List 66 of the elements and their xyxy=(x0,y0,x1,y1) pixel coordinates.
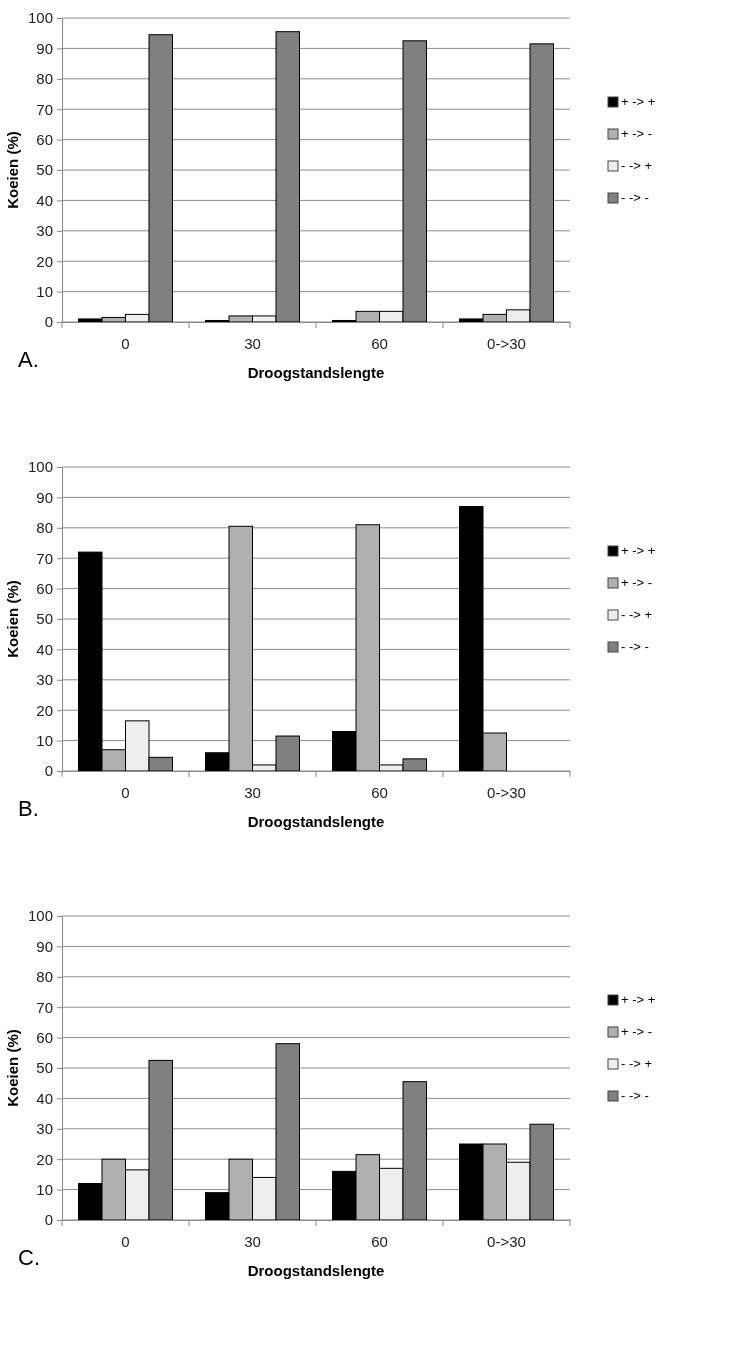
x-axis-title: Droogstandslengte xyxy=(247,364,385,381)
y-tick-label: 0 xyxy=(44,313,53,331)
legend-label: - -> - xyxy=(621,1088,649,1103)
legend-label: + -> + xyxy=(621,992,656,1007)
y-tick-label: 0 xyxy=(44,1211,53,1229)
y-tick-label: 100 xyxy=(27,458,53,476)
y-tick-label: 80 xyxy=(36,70,53,88)
y-tick-label: 70 xyxy=(36,549,53,567)
y-tick-label: 70 xyxy=(36,100,53,118)
x-tick-label: 60 xyxy=(371,334,388,352)
x-tick-label: 30 xyxy=(244,1232,261,1250)
y-tick-label: 50 xyxy=(36,610,53,628)
y-tick-label: 40 xyxy=(36,191,53,209)
y-tick-label: 20 xyxy=(36,252,53,270)
x-tick-label: 0->30 xyxy=(487,1232,526,1250)
y-tick-label: 0 xyxy=(44,762,53,780)
y-tick-label: 70 xyxy=(36,998,53,1016)
x-tick-label: 30 xyxy=(244,783,261,801)
y-tick-label: 80 xyxy=(36,968,53,986)
y-tick-label: 10 xyxy=(36,1180,53,1198)
x-tick-label: 0 xyxy=(121,783,130,801)
x-tick-label: 0->30 xyxy=(487,783,526,801)
y-tick-label: 40 xyxy=(36,640,53,658)
legend-label: + -> - xyxy=(621,126,653,141)
x-axis-title: Droogstandslengte xyxy=(247,813,385,830)
y-tick-label: 10 xyxy=(36,282,53,300)
y-tick-label: 40 xyxy=(36,1089,53,1107)
y-tick-label: 60 xyxy=(36,579,53,597)
text: B. xyxy=(18,796,39,821)
x-tick-label: 60 xyxy=(371,1232,388,1250)
y-tick-label: 10 xyxy=(36,731,53,749)
y-tick-label: 100 xyxy=(27,907,53,925)
legend-label: - -> - xyxy=(621,190,649,205)
y-tick-label: 30 xyxy=(36,671,53,689)
x-axis-title: Droogstandslengte xyxy=(247,1262,385,1279)
y-axis-title: Koeien (%) xyxy=(4,1029,21,1107)
x-tick-label: 60 xyxy=(371,783,388,801)
y-tick-label: 20 xyxy=(36,701,53,719)
legend-label: + -> - xyxy=(621,1024,653,1039)
legend-label: + -> - xyxy=(621,575,653,590)
y-tick-label: 50 xyxy=(36,161,53,179)
x-tick-label: 0->30 xyxy=(487,334,526,352)
legend-label: - -> + xyxy=(621,158,653,173)
legend-label: + -> + xyxy=(621,94,656,109)
y-tick-label: 90 xyxy=(36,39,53,57)
y-axis-title: Koeien (%) xyxy=(4,580,21,658)
y-tick-label: 60 xyxy=(36,130,53,148)
y-tick-label: 100 xyxy=(27,9,53,27)
y-tick-label: 90 xyxy=(36,488,53,506)
x-tick-label: 30 xyxy=(244,334,261,352)
y-tick-label: 30 xyxy=(36,1120,53,1138)
y-tick-label: 90 xyxy=(36,937,53,955)
y-tick-label: 50 xyxy=(36,1059,53,1077)
text: C. xyxy=(18,1245,40,1270)
legend-label: - -> + xyxy=(621,607,653,622)
y-tick-label: 30 xyxy=(36,222,53,240)
y-axis-title: Koeien (%) xyxy=(4,131,21,209)
x-tick-label: 0 xyxy=(121,334,130,352)
text: A. xyxy=(18,347,39,372)
x-tick-label: 0 xyxy=(121,1232,130,1250)
y-tick-label: 80 xyxy=(36,519,53,537)
legend-label: + -> + xyxy=(621,543,656,558)
y-tick-label: 60 xyxy=(36,1028,53,1046)
legend-label: - -> - xyxy=(621,639,649,654)
y-tick-label: 20 xyxy=(36,1150,53,1168)
legend-label: - -> + xyxy=(621,1056,653,1071)
